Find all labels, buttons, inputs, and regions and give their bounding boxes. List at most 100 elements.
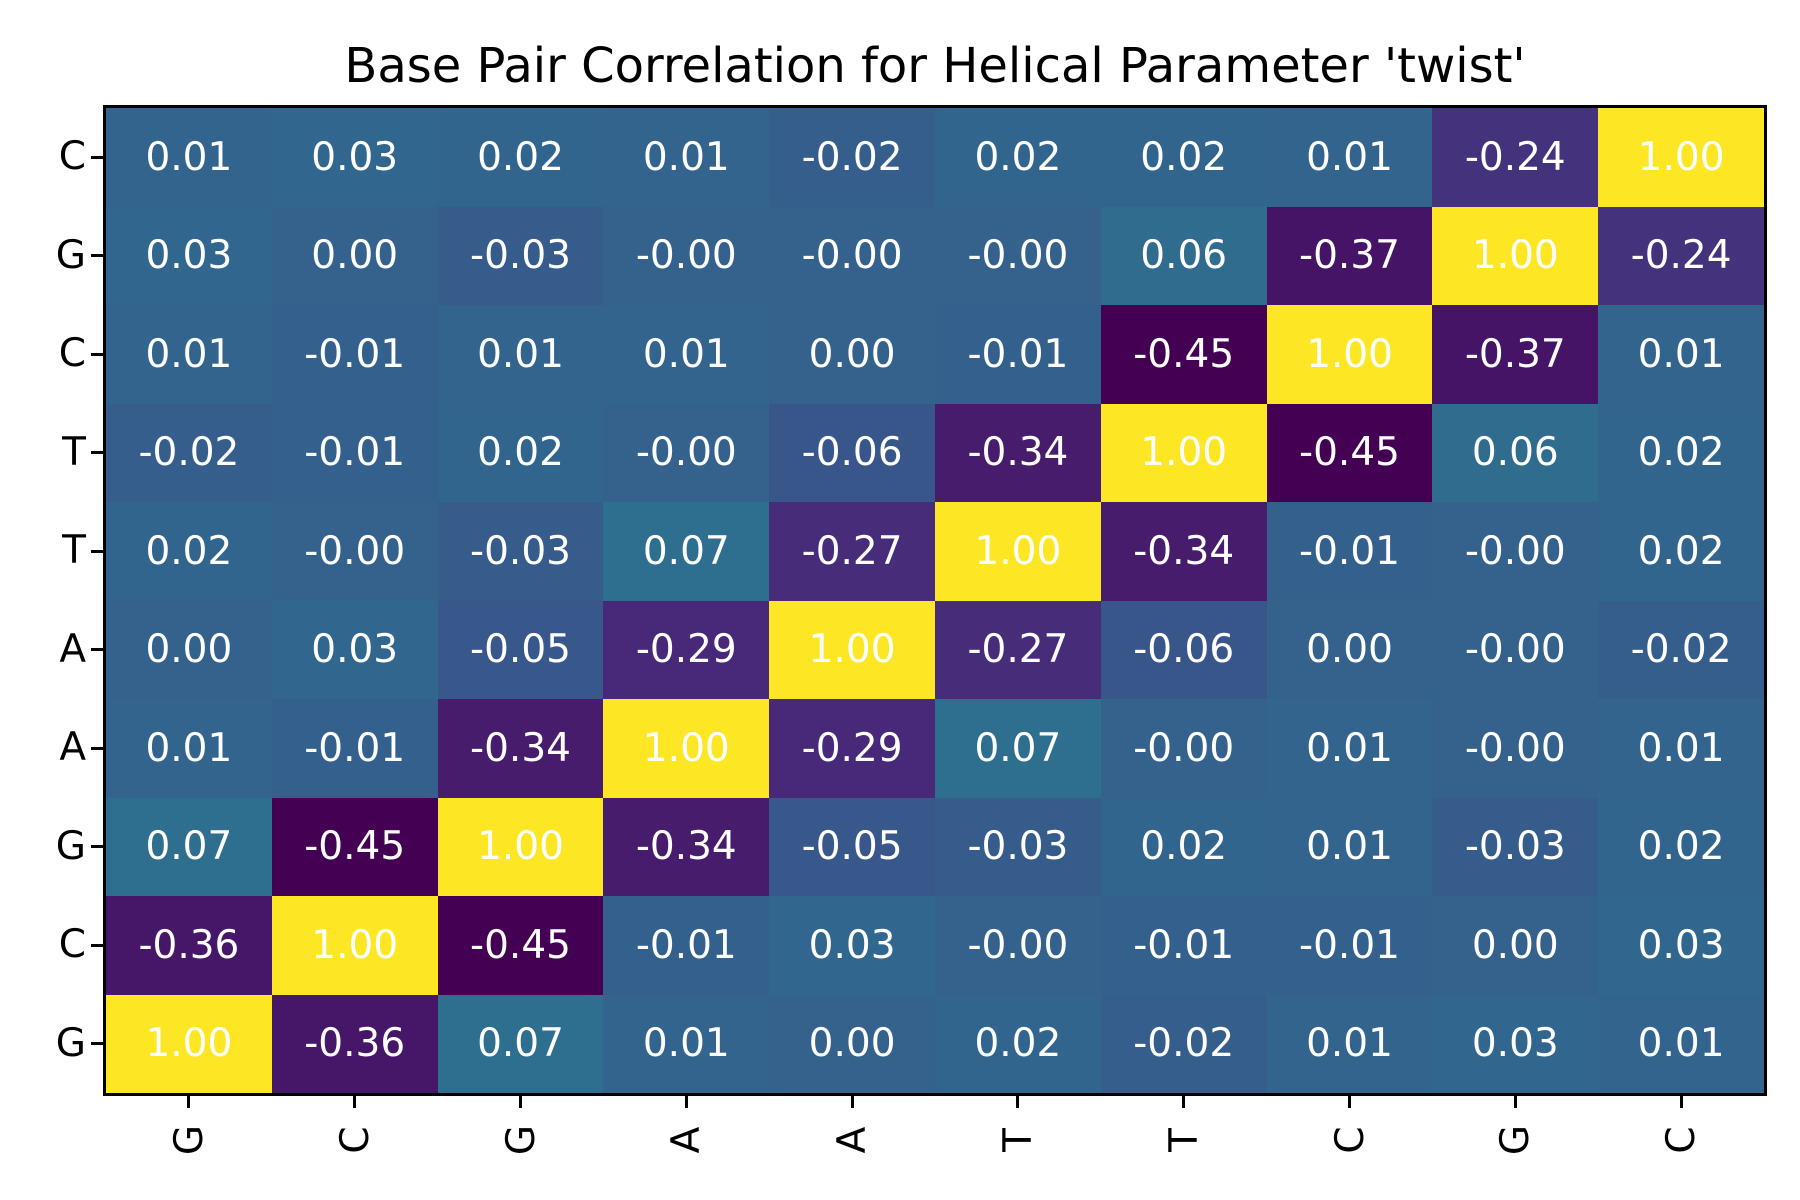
heatmap-cell: 1.00 bbox=[1432, 206, 1599, 305]
heatmap-cell: -0.29 bbox=[603, 600, 770, 699]
heatmap-cell: -0.45 bbox=[437, 896, 604, 995]
heatmap-cell: 0.03 bbox=[1432, 994, 1599, 1093]
y-tick-mark bbox=[91, 845, 103, 849]
heatmap-cell: -0.45 bbox=[271, 797, 438, 896]
heatmap-cell: 0.07 bbox=[437, 994, 604, 1093]
heatmap-cell: -0.01 bbox=[271, 403, 438, 502]
heatmap-cell: -0.37 bbox=[1432, 305, 1599, 404]
y-tick-mark bbox=[91, 1042, 103, 1046]
heatmap-cell: 0.01 bbox=[603, 108, 770, 207]
y-tick-label: A bbox=[59, 725, 86, 771]
x-tick-label: C bbox=[1327, 1126, 1372, 1154]
heatmap-cell: 1.00 bbox=[1598, 108, 1764, 207]
x-tick-mark bbox=[850, 1096, 854, 1108]
heatmap-cell: 0.01 bbox=[1266, 797, 1433, 896]
heatmap-cell: -0.37 bbox=[1266, 206, 1433, 305]
heatmap-cell: -0.01 bbox=[1266, 502, 1433, 601]
heatmap-cell: -0.03 bbox=[935, 797, 1101, 896]
heatmap-cell: 1.00 bbox=[271, 896, 438, 995]
heatmap-cell: 0.02 bbox=[437, 108, 604, 207]
y-tick-label: C bbox=[58, 922, 86, 968]
heatmap-cell: -0.00 bbox=[1432, 699, 1599, 798]
heatmap-cell: 1.00 bbox=[106, 994, 272, 1093]
heatmap-cell: -0.36 bbox=[106, 896, 272, 995]
heatmap-cell: 0.00 bbox=[1266, 600, 1433, 699]
heatmap-cell: -0.00 bbox=[935, 896, 1101, 995]
heatmap-cell: -0.34 bbox=[935, 403, 1101, 502]
chart-title: Base Pair Correlation for Helical Parame… bbox=[344, 38, 1526, 94]
heatmap-cell: 0.02 bbox=[1598, 502, 1764, 601]
heatmap-cell: 0.01 bbox=[106, 305, 272, 404]
heatmap-cell: 0.02 bbox=[1100, 108, 1267, 207]
heatmap-cell: -0.00 bbox=[769, 206, 935, 305]
x-tick-label: G bbox=[1492, 1124, 1538, 1156]
heatmap-cell: 0.01 bbox=[1598, 994, 1764, 1093]
heatmap-cell: 0.01 bbox=[1598, 305, 1764, 404]
heatmap-cell: 0.07 bbox=[603, 502, 770, 601]
heatmap-cell: 0.01 bbox=[603, 994, 770, 1093]
heatmap-cell: -0.00 bbox=[603, 206, 770, 305]
heatmap-cell: 0.01 bbox=[1266, 699, 1433, 798]
heatmap-cell: 0.01 bbox=[1598, 699, 1764, 798]
heatmap-cell: -0.01 bbox=[603, 896, 770, 995]
heatmap-cell: 0.07 bbox=[935, 699, 1101, 798]
heatmap-cell: 0.02 bbox=[935, 108, 1101, 207]
y-tick-label: T bbox=[62, 528, 86, 574]
heatmap-cell: 0.02 bbox=[935, 994, 1101, 1093]
heatmap-cell: 0.00 bbox=[106, 600, 272, 699]
heatmap-cell: -0.00 bbox=[1100, 699, 1267, 798]
heatmap-cell: 0.03 bbox=[1598, 896, 1764, 995]
x-tick-mark bbox=[187, 1096, 191, 1108]
heatmap-cell: -0.36 bbox=[271, 994, 438, 1093]
heatmap-cell: -0.01 bbox=[1266, 896, 1433, 995]
x-tick-label: T bbox=[995, 1128, 1041, 1152]
heatmap-cell: 0.00 bbox=[271, 206, 438, 305]
heatmap-cell: 1.00 bbox=[935, 502, 1101, 601]
heatmap-cell: -0.01 bbox=[271, 699, 438, 798]
heatmap-cell: 0.03 bbox=[106, 206, 272, 305]
x-tick-mark bbox=[1348, 1096, 1351, 1108]
heatmap-cell: 0.01 bbox=[603, 305, 770, 404]
heatmap-cell: -0.29 bbox=[769, 699, 935, 798]
x-tick-label: A bbox=[829, 1126, 875, 1154]
x-tick-label: T bbox=[1161, 1128, 1207, 1152]
heatmap-cell: -0.02 bbox=[106, 403, 272, 502]
x-tick-label: C bbox=[1658, 1126, 1704, 1154]
heatmap-cell: -0.34 bbox=[603, 797, 770, 896]
heatmap-cell: -0.27 bbox=[935, 600, 1101, 699]
heatmap-cell: -0.27 bbox=[769, 502, 935, 601]
heatmap-cell: 0.02 bbox=[1598, 403, 1764, 502]
heatmap-cell: -0.02 bbox=[1100, 994, 1267, 1093]
heatmap-cell: 0.02 bbox=[1100, 797, 1267, 896]
heatmap-cell: -0.05 bbox=[437, 600, 604, 699]
heatmap-cell: -0.45 bbox=[1100, 305, 1267, 404]
heatmap-cell: 1.00 bbox=[603, 699, 770, 798]
heatmap-cell: -0.00 bbox=[271, 502, 438, 601]
x-tick-label: G bbox=[166, 1124, 212, 1156]
heatmap-cell: -0.00 bbox=[1432, 600, 1599, 699]
heatmap-cell: -0.00 bbox=[1432, 502, 1599, 601]
x-tick-label: G bbox=[498, 1124, 543, 1156]
y-tick-label: G bbox=[55, 823, 86, 869]
heatmap-cell: 0.00 bbox=[769, 994, 935, 1093]
y-tick-label: T bbox=[62, 429, 86, 475]
heatmap-cell: -0.03 bbox=[437, 502, 604, 601]
heatmap-cell: 0.03 bbox=[271, 600, 438, 699]
x-tick-label: C bbox=[332, 1126, 378, 1154]
heatmap-cell: 0.03 bbox=[769, 896, 935, 995]
heatmap-cell: 0.07 bbox=[106, 797, 272, 896]
y-tick-label: C bbox=[58, 134, 86, 180]
x-tick-mark bbox=[684, 1096, 688, 1108]
y-tick-mark bbox=[91, 549, 103, 553]
heatmap-cell: -0.00 bbox=[603, 403, 770, 502]
x-tick-mark bbox=[1182, 1096, 1186, 1108]
heatmap-cell: 0.01 bbox=[437, 305, 604, 404]
y-tick-mark bbox=[91, 155, 103, 159]
heatmap-cell: -0.45 bbox=[1266, 403, 1433, 502]
y-tick-mark bbox=[91, 943, 103, 947]
x-tick-mark bbox=[353, 1096, 357, 1108]
heatmap-plot: 0.01 0.03 0.02 0.01 -0.02 0.02 0.02 0.01 -0.24 1.… bbox=[103, 105, 1767, 1096]
heatmap-cell: -0.03 bbox=[437, 206, 604, 305]
heatmap-cell: -0.00 bbox=[935, 206, 1101, 305]
heatmap-cell: 1.00 bbox=[1100, 403, 1267, 502]
